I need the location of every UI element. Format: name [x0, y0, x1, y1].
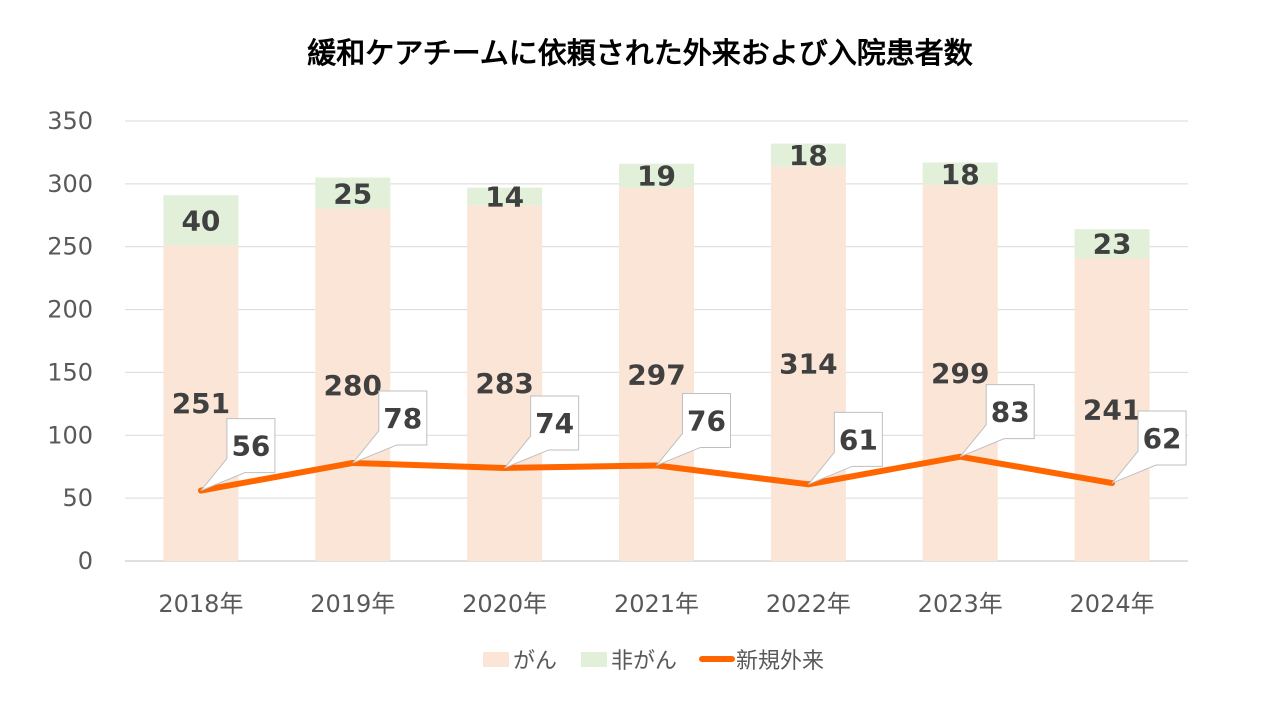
data-label-non-cancer: 19	[637, 160, 676, 193]
data-label-non-cancer: 25	[333, 177, 372, 210]
data-label-cancer: 251	[172, 387, 230, 420]
bar-non-cancer	[467, 187, 543, 206]
data-label-cancer: 314	[779, 348, 837, 381]
data-label-new-outpatient: 74	[535, 407, 574, 440]
callout-box	[504, 395, 580, 469]
data-label-cancer: 280	[324, 369, 382, 402]
data-label-new-outpatient: 83	[991, 396, 1030, 429]
y-tick-label: 100	[47, 421, 93, 449]
legend-swatch	[581, 652, 607, 667]
legend-label: 非がん	[611, 649, 677, 674]
y-tick-label: 250	[47, 233, 93, 261]
callout-box	[1111, 410, 1187, 484]
y-tick-label: 200	[47, 296, 93, 324]
x-tick-label: 2023年	[918, 590, 1003, 618]
bar-cancer	[1074, 258, 1150, 561]
bar-cancer	[163, 245, 239, 561]
bar-cancer	[315, 209, 391, 561]
data-label-non-cancer: 18	[941, 158, 980, 191]
chart-title: 緩和ケアチームに依頼された外来および入院患者数	[307, 36, 973, 70]
y-tick-label: 350	[47, 107, 93, 135]
x-tick-label: 2020年	[462, 590, 547, 618]
callout-box	[807, 411, 883, 485]
bar-non-cancer	[922, 162, 998, 186]
data-label-new-outpatient: 61	[839, 423, 878, 456]
x-tick-label: 2018年	[158, 590, 243, 618]
data-label-cancer: 241	[1083, 394, 1141, 427]
x-tick-label: 2024年	[1070, 590, 1155, 618]
x-tick-label: 2022年	[766, 590, 851, 618]
legend-label: がん	[513, 649, 557, 674]
bar-cancer	[922, 185, 998, 561]
data-label-new-outpatient: 78	[383, 402, 422, 435]
data-label-cancer: 297	[627, 358, 685, 391]
bar-non-cancer	[315, 177, 391, 209]
x-tick-label: 2021年	[614, 590, 699, 618]
callout-box	[352, 390, 428, 464]
data-label-cancer: 283	[475, 367, 533, 400]
bar-non-cancer	[1074, 229, 1150, 259]
y-tick-label: 150	[47, 358, 93, 386]
data-label-new-outpatient: 62	[1143, 422, 1182, 455]
y-tick-label: 0	[78, 547, 93, 575]
y-tick-label: 50	[62, 484, 93, 512]
data-label-non-cancer: 18	[789, 139, 828, 172]
x-tick-label: 2019年	[310, 590, 395, 618]
data-label-non-cancer: 40	[181, 204, 220, 237]
data-label-cancer: 299	[931, 357, 989, 390]
legend-swatch	[483, 652, 509, 667]
data-label-new-outpatient: 76	[687, 404, 726, 437]
bar-non-cancer	[619, 163, 694, 188]
y-tick-label: 300	[47, 170, 93, 198]
bar-non-cancer	[163, 195, 239, 246]
bar-cancer	[619, 187, 694, 561]
callout-box	[656, 392, 731, 466]
data-label-non-cancer: 14	[485, 180, 524, 213]
callout-box	[200, 418, 276, 492]
callout-box	[959, 384, 1035, 458]
legend-label: 新規外来	[736, 649, 824, 674]
data-label-non-cancer: 23	[1093, 228, 1132, 261]
data-label-new-outpatient: 56	[231, 430, 270, 463]
bar-cancer	[467, 205, 543, 561]
bar-non-cancer	[770, 143, 846, 167]
bar-cancer	[770, 166, 846, 561]
